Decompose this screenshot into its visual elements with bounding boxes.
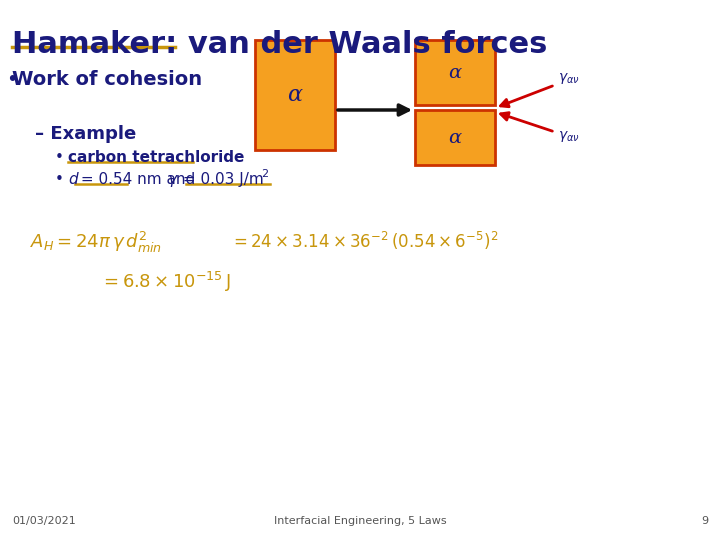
Text: γ: γ [168,172,177,187]
Text: 9: 9 [701,516,708,526]
Text: α: α [449,64,462,82]
Text: •: • [55,150,64,165]
Text: Interfacial Engineering, 5 Laws: Interfacial Engineering, 5 Laws [274,516,446,526]
Text: Hamaker: van der Waals forces: Hamaker: van der Waals forces [12,30,547,59]
FancyBboxPatch shape [415,110,495,165]
Text: •: • [6,70,17,89]
Text: $\gamma_{\alpha\nu}$: $\gamma_{\alpha\nu}$ [558,71,580,85]
Text: 2: 2 [261,169,268,179]
Text: •: • [55,172,64,187]
Text: – Example: – Example [35,125,136,143]
Text: $\gamma_{\alpha\nu}$: $\gamma_{\alpha\nu}$ [558,129,580,144]
Text: α: α [287,84,302,106]
Text: = 0.54 nm and: = 0.54 nm and [76,172,200,187]
Text: α: α [449,129,462,147]
Text: 01/03/2021: 01/03/2021 [12,516,76,526]
Text: = 0.03 J/m: = 0.03 J/m [178,172,264,187]
Text: $= 6.8 \times 10^{-15}\,\mathrm{J}$: $= 6.8 \times 10^{-15}\,\mathrm{J}$ [100,270,231,294]
Text: d: d [68,172,78,187]
Text: carbon tetrachloride: carbon tetrachloride [68,150,244,165]
Text: $A_H = 24\pi\,\gamma\,d^2_{min}$: $A_H = 24\pi\,\gamma\,d^2_{min}$ [30,230,162,255]
Text: $= 24 \times 3.14 \times 36^{-2}\,(0.54 \times 6^{-5})^2$: $= 24 \times 3.14 \times 36^{-2}\,(0.54 … [230,230,498,252]
FancyBboxPatch shape [415,40,495,105]
Text: Work of cohesion: Work of cohesion [12,70,202,89]
FancyBboxPatch shape [255,40,335,150]
